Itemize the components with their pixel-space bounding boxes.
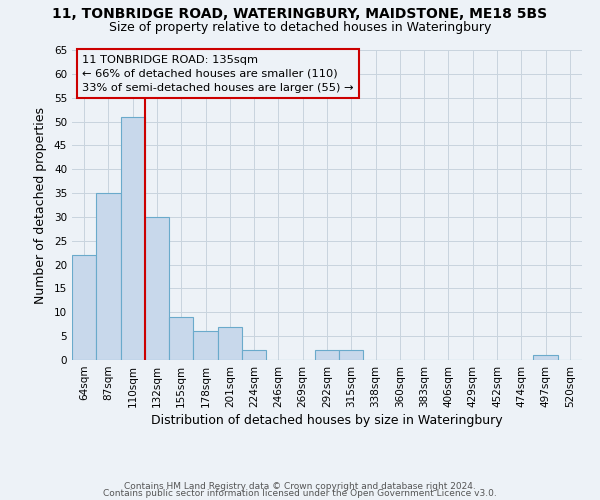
Bar (96, 193, 121, 360)
Text: Size of property relative to detached houses in Wateringbury: Size of property relative to detached ho… (109, 21, 491, 34)
Bar (533, 355, 558, 360)
X-axis label: Distribution of detached houses by size in Wateringbury: Distribution of detached houses by size … (151, 414, 503, 427)
Bar (218, 326, 242, 360)
Bar (339, 350, 364, 360)
Bar (242, 350, 266, 360)
Text: Contains HM Land Registry data © Crown copyright and database right 2024.: Contains HM Land Registry data © Crown c… (124, 482, 476, 491)
Bar (315, 350, 339, 360)
Text: 11 TONBRIDGE ROAD: 135sqm
← 66% of detached houses are smaller (110)
33% of semi: 11 TONBRIDGE ROAD: 135sqm ← 66% of detac… (82, 54, 354, 92)
Bar (121, 117, 145, 360)
Bar (169, 317, 193, 360)
Text: 11, TONBRIDGE ROAD, WATERINGBURY, MAIDSTONE, ME18 5BS: 11, TONBRIDGE ROAD, WATERINGBURY, MAIDST… (52, 8, 548, 22)
Text: Contains public sector information licensed under the Open Government Licence v3: Contains public sector information licen… (103, 490, 497, 498)
Bar (145, 217, 169, 360)
Bar (193, 332, 218, 360)
Bar (72, 255, 96, 360)
Y-axis label: Number of detached properties: Number of detached properties (34, 106, 47, 304)
